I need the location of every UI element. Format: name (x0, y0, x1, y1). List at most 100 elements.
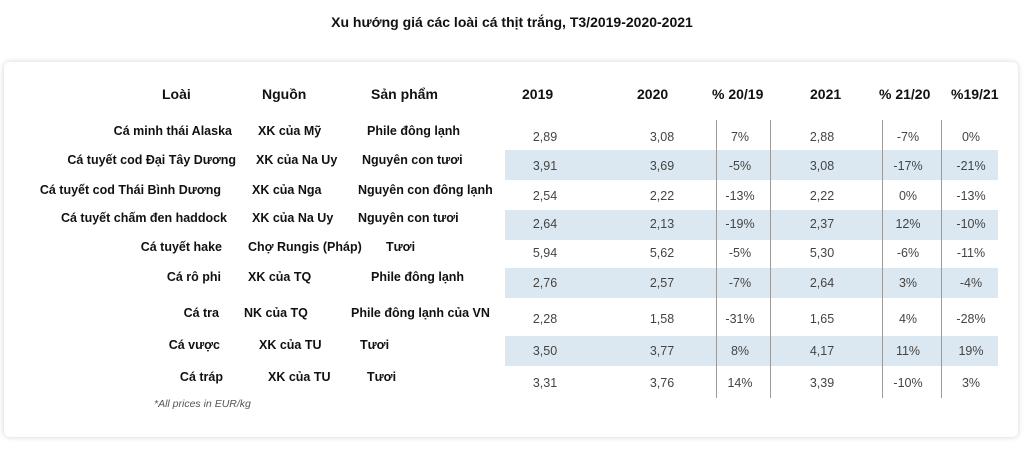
cell-nguon: XK của Nga (252, 183, 322, 197)
header-pct-19-21: %19/21 (951, 86, 999, 102)
cell-2019: 2,76 (532, 276, 558, 290)
cell-2020: 3,76 (649, 376, 675, 390)
cell-pct-20-19: -13% (725, 189, 755, 203)
table-row: Cá rô phi XK của TQ Phile đông lạnh 2,76… (0, 268, 1024, 298)
cell-pct-19-21: 3% (961, 376, 981, 390)
cell-loai: Cá tuyết chấm đen haddock (60, 211, 227, 225)
cell-nguon: XK của TQ (248, 270, 312, 284)
cell-nguon: XK của Na Uy (252, 211, 334, 225)
cell-2020: 5,62 (649, 246, 675, 260)
cell-2021: 2,22 (809, 189, 835, 203)
cell-san-pham: Tươi (386, 240, 416, 254)
cell-2021: 2,88 (809, 130, 835, 144)
cell-2019: 2,28 (532, 312, 558, 326)
cell-2019: 2,54 (532, 189, 558, 203)
cell-pct-19-21: 0% (961, 130, 981, 144)
cell-2021: 2,37 (809, 217, 835, 231)
cell-loai: Cá tuyết cod Thái Bình Dương (39, 183, 221, 197)
cell-san-pham: Tươi (367, 370, 397, 384)
cell-2020: 3,69 (649, 159, 675, 173)
cell-pct-19-21: -11% (956, 246, 986, 260)
footnote: *All prices in EUR/kg (154, 398, 251, 410)
cell-pct-19-21: -13% (956, 189, 986, 203)
cell-2019: 2,64 (532, 217, 558, 231)
cell-2021: 2,64 (809, 276, 835, 290)
table-row: Cá tuyết cod Đại Tây Dương XK của Na Uy … (0, 151, 1024, 181)
cell-nguon: XK của TU (268, 370, 331, 384)
cell-2019: 3,91 (532, 159, 558, 173)
header-2020: 2020 (637, 86, 669, 102)
cell-nguon: Chợ Rungis (Pháp) (248, 240, 362, 254)
cell-pct-21-20: -7% (896, 130, 920, 144)
table-header: Loài Nguồn Sản phẩm 2019 2020 % 20/19 20… (0, 86, 1024, 104)
cell-pct-20-19: -5% (728, 159, 752, 173)
cell-nguon: XK của TU (259, 338, 322, 352)
row-band (505, 210, 998, 240)
cell-2021: 5,30 (809, 246, 835, 260)
cell-nguon: NK của TQ (244, 306, 308, 320)
cell-pct-20-19: 14% (727, 376, 753, 390)
row-band (505, 268, 998, 298)
cell-nguon: XK của Mỹ (258, 124, 322, 138)
cell-pct-20-19: -5% (728, 246, 752, 260)
cell-pct-21-20: -10% (893, 376, 923, 390)
table-row: Cá minh thái Alaska XK của Mỹ Phile đông… (0, 122, 1024, 152)
cell-pct-21-20: 0% (898, 189, 918, 203)
cell-pct-19-21: -4% (959, 276, 983, 290)
cell-san-pham: Phile đông lạnh của VN (351, 306, 490, 320)
cell-pct-21-20: -17% (893, 159, 923, 173)
cell-pct-20-19: -19% (725, 217, 755, 231)
column-divider (882, 120, 883, 398)
cell-pct-19-21: -28% (956, 312, 986, 326)
header-pct-21-20: % 21/20 (879, 86, 931, 102)
header-loai: Loài (162, 86, 191, 102)
cell-san-pham: Phile đông lạnh (371, 270, 465, 284)
cell-2019: 3,31 (532, 376, 558, 390)
cell-2019: 3,50 (532, 344, 558, 358)
cell-2020: 3,77 (649, 344, 675, 358)
cell-2020: 2,57 (649, 276, 675, 290)
cell-pct-21-20: 11% (895, 344, 921, 358)
table-row: Cá tráp XK của TU Tươi 3,31 3,76 14% 3,3… (0, 368, 1024, 398)
cell-pct-20-19: 8% (730, 344, 750, 358)
cell-san-pham: Phile đông lạnh (367, 124, 461, 138)
cell-loai: Cá minh thái Alaska (113, 124, 232, 138)
header-nguon: Nguồn (262, 86, 307, 102)
header-2021: 2021 (810, 86, 842, 102)
column-divider (770, 120, 771, 398)
column-divider (716, 120, 717, 398)
cell-2020: 2,13 (649, 217, 675, 231)
cell-2020: 3,08 (649, 130, 675, 144)
cell-2020: 2,22 (649, 189, 675, 203)
cell-loai: Cá tra (183, 306, 219, 320)
cell-loai: Cá tuyết cod Đại Tây Dương (67, 153, 236, 167)
table-panel (4, 62, 1018, 437)
header-san-pham: Sản phẩm (371, 86, 438, 102)
cell-2021: 4,17 (809, 344, 835, 358)
cell-loai: Cá tuyết hake (140, 240, 222, 254)
table-row: Cá tuyết cod Thái Bình Dương XK của Nga … (0, 181, 1024, 211)
cell-san-pham: Tươi (360, 338, 390, 352)
cell-2021: 3,08 (809, 159, 835, 173)
cell-pct-19-21: 19% (958, 344, 984, 358)
cell-pct-20-19: -31% (725, 312, 755, 326)
cell-san-pham: Nguyên con tươi (362, 153, 463, 167)
row-band (505, 150, 998, 180)
table-row: Cá tuyết chấm đen haddock XK của Na Uy N… (0, 209, 1024, 239)
table-row: Cá tra NK của TQ Phile đông lạnh của VN … (0, 304, 1024, 334)
column-divider (941, 120, 942, 398)
row-band (505, 336, 998, 366)
table-title: Xu hướng giá các loài cá thịt trắng, T3/… (331, 14, 693, 30)
cell-2019: 5,94 (532, 246, 558, 260)
cell-loai: Cá rô phi (166, 270, 221, 284)
table-row: Cá vược XK của TU Tươi 3,50 3,77 8% 4,17… (0, 336, 1024, 366)
cell-pct-21-20: -6% (896, 246, 920, 260)
cell-pct-19-21: -10% (956, 217, 986, 231)
cell-san-pham: Nguyên con đông lạnh (358, 183, 493, 197)
cell-2021: 1,65 (809, 312, 835, 326)
cell-pct-19-21: -21% (956, 159, 986, 173)
cell-2021: 3,39 (809, 376, 835, 390)
cell-2019: 2,89 (532, 130, 558, 144)
header-2019: 2019 (522, 86, 554, 102)
cell-pct-20-19: 7% (730, 130, 750, 144)
